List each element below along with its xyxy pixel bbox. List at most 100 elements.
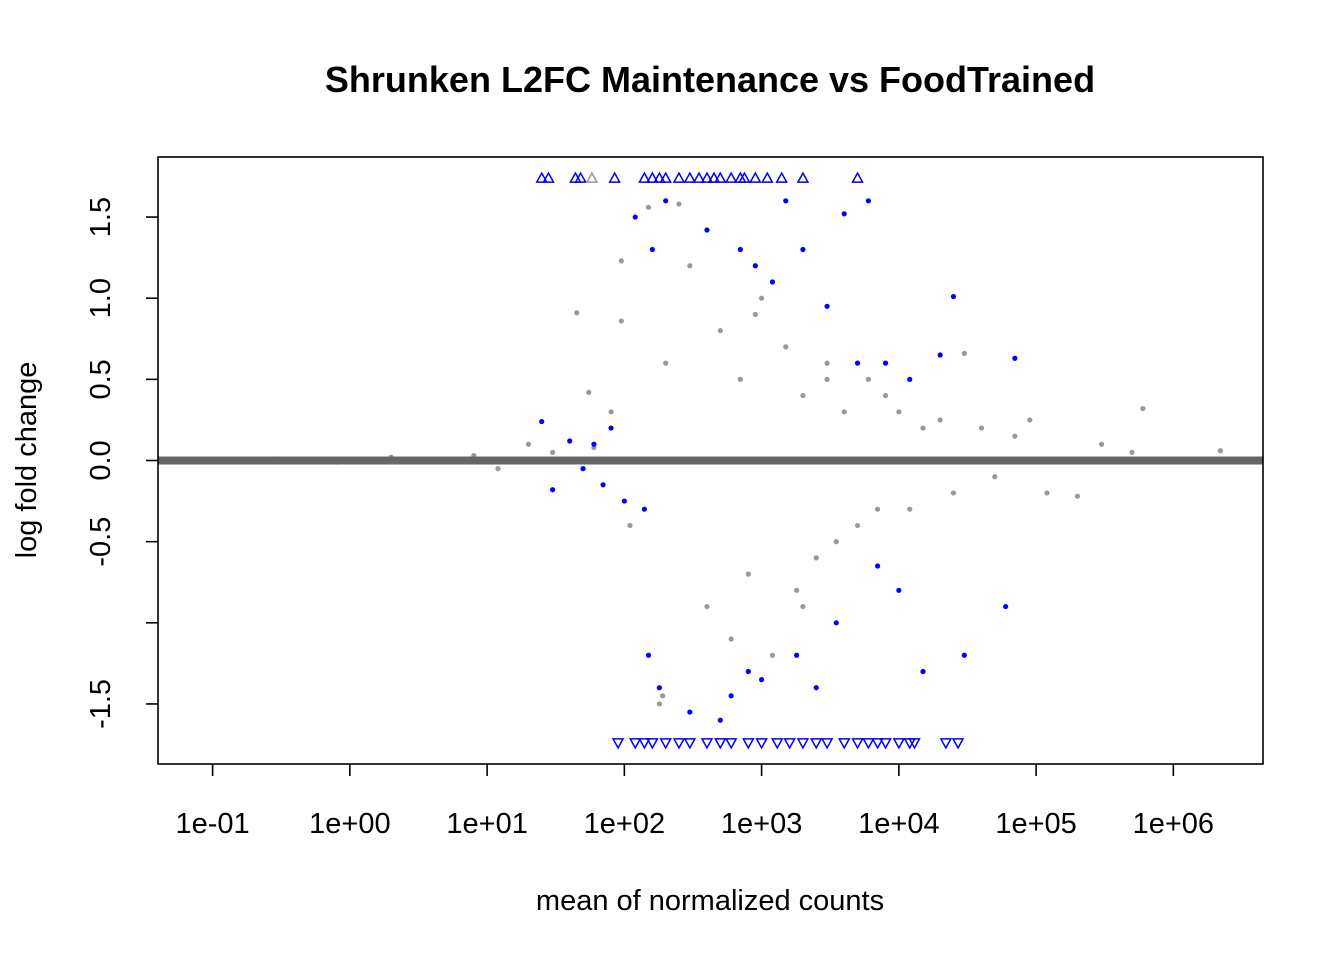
point-significant xyxy=(649,246,655,253)
point-not-significant xyxy=(874,506,881,512)
point-not-significant xyxy=(1027,417,1033,423)
point-out-of-range-up xyxy=(535,171,549,183)
point-not-significant xyxy=(907,506,913,512)
point-significant xyxy=(854,360,861,366)
point-out-of-range-up xyxy=(692,171,706,183)
point-out-of-range-up xyxy=(724,171,738,183)
point-out-of-range-up xyxy=(749,171,762,183)
point-not-significant xyxy=(769,652,776,658)
point-not-significant xyxy=(824,360,830,366)
point-not-significant xyxy=(937,417,943,423)
y-tick-label: 1.0 xyxy=(85,278,117,318)
point-significant xyxy=(920,668,926,675)
point-out-of-range-down xyxy=(683,738,697,750)
point-not-significant xyxy=(978,425,985,431)
point-not-significant xyxy=(800,603,806,610)
point-out-of-range-up xyxy=(608,171,621,183)
point-out-of-range-up xyxy=(585,171,599,183)
point-out-of-range-up xyxy=(700,171,714,183)
point-not-significant xyxy=(794,587,800,593)
point-out-of-range-down xyxy=(892,738,906,750)
point-not-significant xyxy=(800,392,806,399)
point-not-significant xyxy=(676,201,682,207)
point-not-significant xyxy=(865,376,872,382)
point-not-significant xyxy=(645,204,652,210)
point-significant xyxy=(728,693,734,699)
point-out-of-range-down xyxy=(783,738,796,750)
y-tick-label: -1.5 xyxy=(85,679,117,729)
point-out-of-range-down xyxy=(770,738,784,750)
point-out-of-range-up xyxy=(646,171,659,183)
point-not-significant xyxy=(752,311,758,318)
x-tick-label: 1e-01 xyxy=(176,808,250,840)
point-significant xyxy=(704,227,710,233)
point-not-significant xyxy=(618,258,624,264)
point-significant xyxy=(937,352,943,358)
point-out-of-range-down xyxy=(908,738,921,750)
point-significant xyxy=(769,279,776,285)
point-out-of-range-down xyxy=(862,738,875,750)
point-significant xyxy=(752,263,758,269)
point-out-of-range-down xyxy=(851,738,864,750)
point-out-of-range-down xyxy=(700,738,714,750)
point-not-significant xyxy=(1044,490,1050,496)
point-significant xyxy=(961,652,967,658)
point-significant xyxy=(813,685,819,691)
point-not-significant xyxy=(704,603,710,610)
point-not-significant xyxy=(660,693,666,699)
point-significant xyxy=(882,360,889,366)
point-out-of-range-down xyxy=(628,738,642,750)
point-out-of-range-down xyxy=(638,738,651,750)
point-out-of-range-up xyxy=(707,171,721,183)
point-not-significant xyxy=(656,701,662,707)
chart-title: Shrunken L2FC Maintenance vs FoodTrained xyxy=(325,59,1095,100)
point-out-of-range-up xyxy=(775,171,788,183)
y-tick-label: 0.0 xyxy=(85,440,117,480)
point-not-significant xyxy=(824,376,830,382)
point-not-significant xyxy=(1012,433,1018,439)
point-out-of-range-up xyxy=(659,171,672,183)
point-not-significant xyxy=(525,441,532,447)
point-significant xyxy=(632,214,638,220)
y-tick-label: 1.5 xyxy=(85,197,117,237)
point-not-significant xyxy=(1098,441,1105,447)
point-not-significant xyxy=(950,490,957,496)
point-not-significant xyxy=(992,474,998,480)
point-not-significant xyxy=(920,425,926,431)
point-out-of-range-down xyxy=(714,738,727,750)
point-significant xyxy=(800,246,806,253)
x-tick-label: 1e+02 xyxy=(584,808,665,840)
x-tick-label: 1e+04 xyxy=(858,808,939,840)
point-out-of-range-down xyxy=(796,738,810,750)
point-significant xyxy=(549,487,556,493)
point-not-significant xyxy=(618,318,624,324)
point-significant xyxy=(641,506,648,512)
point-out-of-range-up xyxy=(796,171,810,183)
x-tick-label: 1e+00 xyxy=(309,808,390,840)
point-out-of-range-down xyxy=(871,738,884,750)
point-significant xyxy=(783,198,789,204)
point-significant xyxy=(539,418,545,425)
point-not-significant xyxy=(737,376,743,382)
point-significant xyxy=(737,246,743,253)
point-out-of-range-down xyxy=(646,738,659,750)
point-out-of-range-down xyxy=(837,738,851,750)
point-out-of-range-up xyxy=(851,171,864,183)
point-significant xyxy=(1012,355,1018,361)
point-significant xyxy=(896,587,902,593)
point-not-significant xyxy=(728,636,734,642)
point-out-of-range-down xyxy=(879,738,892,750)
point-out-of-range-up xyxy=(672,171,686,183)
point-not-significant xyxy=(663,360,669,366)
point-not-significant xyxy=(1129,449,1135,455)
point-significant xyxy=(645,652,652,658)
point-not-significant xyxy=(1217,448,1223,454)
point-significant xyxy=(600,482,606,488)
point-out-of-range-down xyxy=(611,738,625,750)
y-axis: -1.5 -0.5 0.0 0.5 1.0 1.5 xyxy=(85,197,158,729)
y-axis-label: log fold change xyxy=(11,362,43,559)
point-significant xyxy=(907,376,913,382)
point-not-significant xyxy=(687,263,693,269)
x-tick-label: 1e+03 xyxy=(721,808,802,840)
point-not-significant xyxy=(854,522,861,529)
